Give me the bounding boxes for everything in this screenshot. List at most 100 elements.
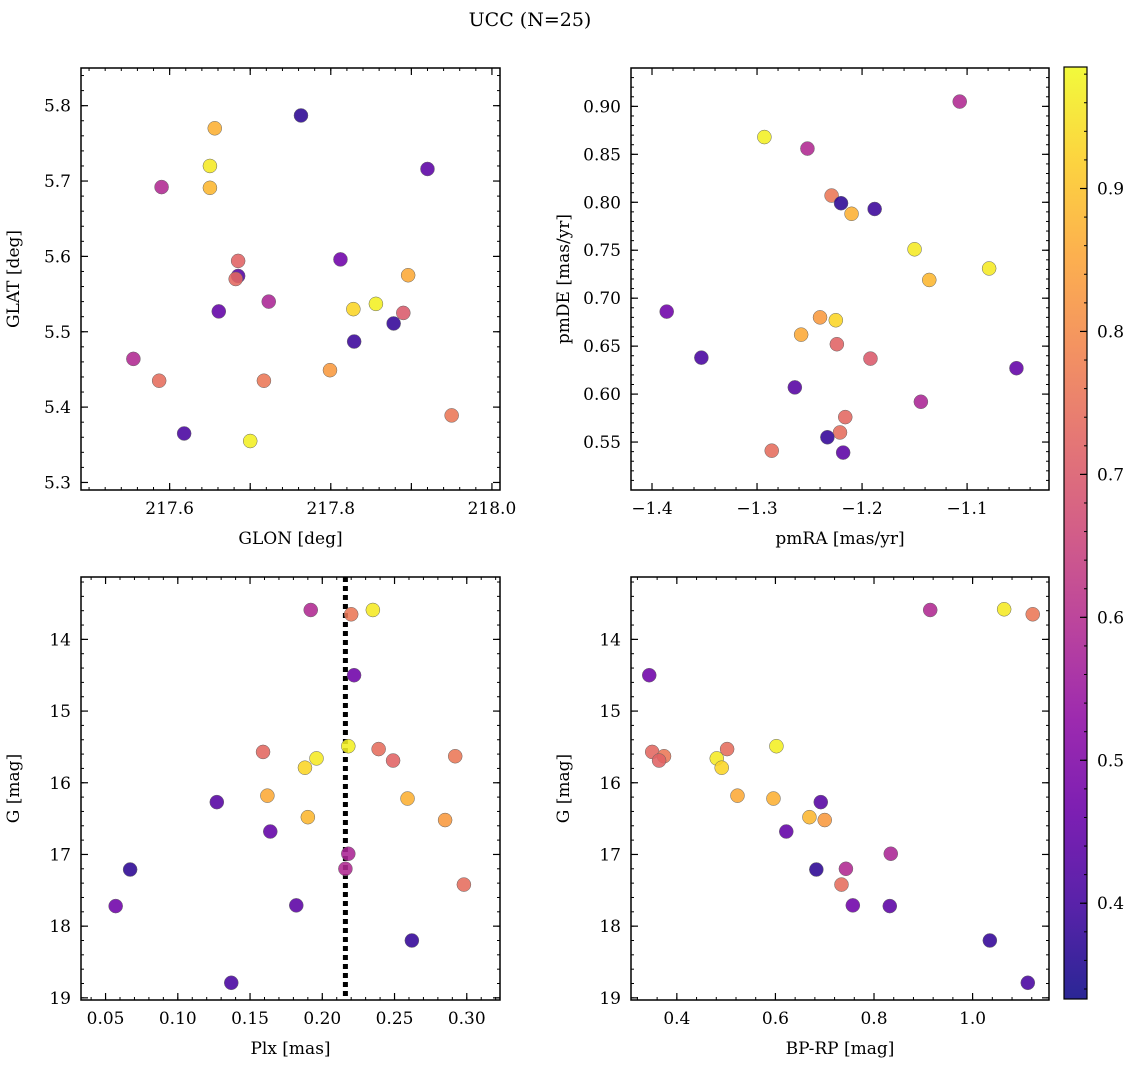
scatter-points <box>641 602 1040 991</box>
data-point <box>404 933 420 948</box>
data-point <box>386 316 401 331</box>
data-point <box>757 129 772 145</box>
data-point <box>996 602 1012 617</box>
y-tick-label: 15 <box>49 702 71 722</box>
data-point <box>730 788 745 803</box>
data-point <box>341 846 356 861</box>
x-tick-label: 0.15 <box>231 1009 269 1029</box>
data-point <box>820 430 835 445</box>
axes-frame <box>80 576 501 1001</box>
data-point <box>365 602 381 618</box>
data-point <box>824 188 839 203</box>
x-tick-label: 0.05 <box>87 1009 125 1029</box>
data-point <box>300 809 316 825</box>
data-point <box>346 667 362 683</box>
x-tick-label: 217.8 <box>306 499 355 519</box>
data-point <box>309 751 324 766</box>
y-tick-label: 19 <box>599 989 621 1009</box>
x-tick-label: 1.0 <box>959 1009 986 1029</box>
data-point <box>659 304 674 319</box>
y-tick-label: 19 <box>49 989 71 1009</box>
data-point <box>400 791 415 806</box>
colorbar-tick-label: 0.7 <box>1097 465 1124 485</box>
x-axis-label: GLON [deg] <box>238 529 342 549</box>
x-axis-label: BP-RP [mag] <box>786 1039 895 1059</box>
data-point <box>913 394 929 410</box>
data-point <box>838 409 853 425</box>
x-tick-label: 0.30 <box>448 1009 486 1029</box>
x-tick-label: −1.1 <box>946 499 987 519</box>
data-point <box>1009 360 1024 376</box>
data-point <box>883 846 899 861</box>
data-point <box>1020 975 1036 991</box>
data-point <box>420 161 435 177</box>
data-point <box>907 242 922 257</box>
data-point <box>952 94 967 109</box>
y-tick-label: 0.80 <box>583 193 621 213</box>
data-point <box>207 121 223 136</box>
colorbar: 0.4 0.5 0.6 0.7 0.8 0.9 <box>1063 66 1124 1000</box>
panel-4: 0.4 0.6 0.8 1.0 14 15 16 17 18 19 BP-RP [mag] G [ma… <box>554 576 1050 1059</box>
data-point <box>982 933 998 948</box>
data-point <box>769 738 784 754</box>
y-tick-label: 0.65 <box>583 337 621 357</box>
data-point <box>343 607 359 622</box>
y-axis-label: G [mag] <box>4 754 24 823</box>
y-tick-label: 5.3 <box>44 473 71 493</box>
data-point <box>108 898 123 914</box>
x-tick-label: 217.6 <box>145 499 194 519</box>
scatter-points <box>126 108 459 449</box>
figure-title: UCC (N=25) <box>469 9 592 31</box>
y-tick-label: 0.70 <box>583 289 621 309</box>
data-point <box>242 433 258 449</box>
data-point <box>651 753 667 768</box>
y-axis-label: pmDE [mas/yr] <box>554 214 574 344</box>
data-point <box>176 426 192 441</box>
data-point <box>444 408 459 423</box>
data-point <box>126 351 141 367</box>
y-tick-label: 16 <box>599 774 621 794</box>
data-point <box>829 336 845 352</box>
data-point <box>122 862 138 877</box>
data-point <box>228 271 243 287</box>
y-tick-label: 14 <box>599 630 621 650</box>
data-point <box>341 738 356 754</box>
x-tick-label: 0.6 <box>762 1009 789 1029</box>
y-tick-label: 18 <box>599 917 621 937</box>
x-tick-label: 0.20 <box>303 1009 341 1029</box>
data-point <box>346 301 361 317</box>
data-point <box>833 195 849 211</box>
data-point <box>813 794 829 810</box>
data-point <box>787 380 803 395</box>
colorbar-tick-label: 0.6 <box>1097 608 1124 628</box>
data-point <box>809 862 824 877</box>
data-point <box>437 812 453 828</box>
x-tick-label: 0.25 <box>376 1009 414 1029</box>
data-point <box>779 824 794 839</box>
data-point <box>151 373 167 388</box>
scatter-points <box>659 94 1024 460</box>
y-tick-label: 0.75 <box>583 241 621 261</box>
data-point <box>812 310 828 325</box>
data-point <box>303 602 318 618</box>
data-point <box>766 791 781 806</box>
data-point <box>828 312 844 328</box>
y-tick-label: 5.4 <box>44 398 71 418</box>
x-tick-label: −1.2 <box>841 499 882 519</box>
colorbar-tick-label: 0.4 <box>1097 894 1124 914</box>
y-tick-label: 5.5 <box>44 323 71 343</box>
data-point <box>289 898 304 913</box>
y-tick-label: 16 <box>49 774 71 794</box>
panels: 217.6 217.8 218.0 5.3 5.4 5.5 5.6 5.7 5.8 GLON [d… <box>4 67 1050 1059</box>
data-point <box>333 252 348 267</box>
axes-frame <box>630 576 1050 1001</box>
data-point <box>202 180 218 196</box>
data-point <box>263 824 278 839</box>
y-axis-label: G [mag] <box>554 754 574 823</box>
data-point <box>230 253 246 269</box>
colorbar-tick-label: 0.8 <box>1097 322 1124 342</box>
data-point <box>346 334 362 349</box>
data-point <box>882 898 898 914</box>
data-point <box>845 898 861 913</box>
data-point <box>297 760 313 775</box>
